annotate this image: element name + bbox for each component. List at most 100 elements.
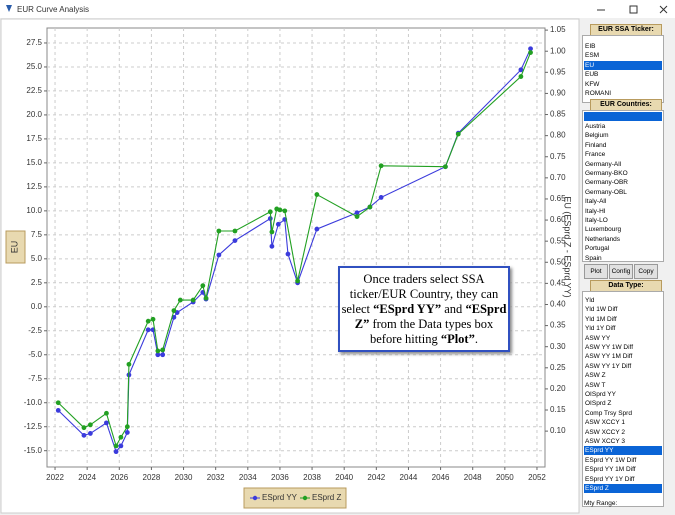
list-item[interactable]: Portugal: [585, 245, 610, 253]
list-item[interactable]: ESprd Z: [584, 484, 662, 493]
y2-tick-label: 0.95: [550, 67, 566, 76]
list-item[interactable]: ROMANI: [585, 90, 611, 97]
data-point: [124, 430, 130, 435]
list-item[interactable]: ESprd YY: [584, 446, 662, 456]
list-item[interactable]: Germany-BKO: [585, 170, 628, 177]
list-item[interactable]: ASW T: [585, 381, 606, 389]
y-tick-label: -15.0: [24, 446, 43, 455]
data-point: [455, 131, 461, 137]
y-tick-label: 5.0: [31, 254, 43, 263]
list-item[interactable]: ESprd YY 1Y Diff: [585, 475, 635, 483]
data-point: [155, 352, 161, 358]
y-tick-label: 12.5: [26, 182, 42, 191]
list-item[interactable]: Germany-OBR: [585, 179, 628, 187]
x-tick-label: 2040: [335, 473, 353, 482]
y-tick-label: 27.5: [26, 38, 42, 47]
data-point: [104, 410, 109, 416]
list-item[interactable]: France: [585, 151, 606, 159]
x-tick-label: 2050: [496, 473, 514, 482]
y-tick-label: 17.5: [26, 134, 42, 143]
button[interactable]: Config: [609, 264, 633, 279]
button[interactable]: Copy: [634, 264, 658, 279]
list-item[interactable]: Italy-LO: [585, 217, 608, 224]
list-item[interactable]: Yld: [585, 297, 595, 304]
data-point: [216, 228, 222, 234]
list-item[interactable]: Germany-OBL: [585, 188, 627, 196]
list-item[interactable]: OISprd YY: [585, 391, 616, 398]
y-tick-label: 25.0: [26, 62, 42, 71]
list-item[interactable]: ASW XCCY 2: [585, 428, 625, 436]
data-point: [118, 434, 124, 440]
data-point: [160, 352, 166, 358]
list-item[interactable]: Austria: [585, 123, 606, 130]
list-item[interactable]: ASW XCCY 1: [585, 419, 625, 427]
list-item[interactable]: Yld 1Y Diff: [585, 325, 616, 333]
y2-tick-label: 0.80: [550, 131, 566, 140]
y2-tick-label: 0.30: [550, 342, 566, 351]
data-point: [190, 297, 196, 303]
list-item[interactable]: ASW XCCY 3: [585, 438, 625, 445]
list-item[interactable]: ESM: [585, 52, 600, 60]
close-button[interactable]: [659, 5, 668, 14]
y-tick-label: 0.0: [31, 302, 43, 311]
y2-tick-label: 0.55: [550, 236, 566, 245]
y2-tick-label: 0.65: [550, 194, 566, 203]
list-item[interactable]: ASW Z: [585, 372, 606, 380]
list-item[interactable]: ESprd YY 1M Diff: [585, 466, 636, 474]
list-item[interactable]: ASW YY 1Y Diff: [585, 362, 632, 370]
list-item[interactable]: [584, 112, 662, 121]
y-tick-label: -5.0: [28, 350, 42, 359]
y2-tick-label: 0.10: [550, 426, 566, 435]
data-point: [295, 278, 301, 284]
list-item[interactable]: ASW YY 1W Diff: [585, 344, 634, 351]
data-point: [87, 431, 93, 436]
button[interactable]: Plot: [584, 264, 608, 279]
list-item[interactable]: Comp Trsy Sprd: [585, 409, 632, 417]
x-tick-label: 2044: [400, 473, 418, 482]
annotation-text: “ESprd YY”: [373, 301, 442, 316]
data-point: [55, 400, 61, 406]
x-tick-label: 2030: [175, 473, 193, 482]
list-item[interactable]: Luxembourg: [585, 226, 622, 234]
data-point: [528, 46, 533, 52]
list-item[interactable]: Germany-All: [585, 160, 622, 168]
mty-range-label: Mty Range:: [584, 500, 618, 507]
data-point: [81, 432, 87, 438]
list-item[interactable]: Finland: [585, 141, 607, 149]
list-item[interactable]: ASW YY 1M Diff: [585, 353, 633, 361]
list-item[interactable]: EIB: [585, 43, 596, 50]
list-item[interactable]: ESprd YY 1W Diff: [585, 456, 637, 464]
maximize-button[interactable]: [629, 5, 638, 14]
y2-tick-label: 0.50: [550, 257, 566, 266]
list-item[interactable]: ASW YY: [585, 334, 611, 342]
list-item[interactable]: Italy-HI: [585, 207, 606, 215]
list-item[interactable]: OISprd Z: [585, 400, 612, 408]
legend-marker: [252, 495, 258, 501]
y-tick-label: 7.5: [31, 230, 43, 239]
list-item[interactable]: Spain: [585, 254, 602, 262]
annotation-box: Once traders select SSA ticker/EUR Count…: [338, 266, 510, 352]
list-item[interactable]: Belgium: [585, 132, 609, 140]
data-point: [314, 226, 320, 232]
legend-marker: [302, 495, 308, 501]
list-item[interactable]: Yld 1M Diff: [585, 315, 617, 323]
y-tick-label: -2.5: [28, 326, 42, 335]
data-point: [232, 238, 238, 243]
list-item[interactable]: Netherlands: [585, 235, 621, 243]
data-point: [126, 361, 132, 367]
data-point: [155, 348, 161, 354]
list-item[interactable]: EUB: [585, 71, 599, 79]
annotation-text: Once traders select SSA ticker/EUR Count…: [341, 271, 499, 316]
data-point: [367, 204, 373, 210]
list-item[interactable]: Italy-All: [585, 198, 607, 206]
data-point: [282, 208, 288, 214]
x-tick-label: 2022: [46, 473, 64, 482]
legend-label: ESprd YY: [262, 493, 298, 502]
list-item[interactable]: Yld 1W Diff: [585, 306, 618, 314]
y2-tick-label: 0.90: [550, 89, 566, 98]
list-item[interactable]: KFW: [585, 80, 600, 88]
list-box: EIB ESM EU EUB KFW ROMANI: [582, 35, 664, 103]
y-axis-label: EU: [9, 241, 19, 254]
list-item[interactable]: EU: [584, 60, 662, 70]
data-point: [124, 424, 130, 430]
